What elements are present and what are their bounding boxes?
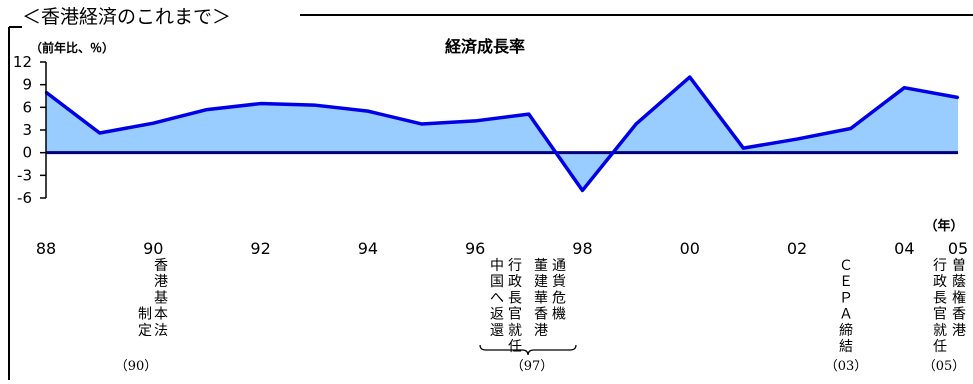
event-text: 蔭 [952, 274, 966, 290]
event-text: 定 [138, 323, 152, 339]
y-tick-label: 12 [13, 53, 32, 71]
event-text: Ｅ [839, 274, 853, 290]
event-text: 建 [534, 274, 548, 290]
event-annotations: 香港基本法制定（90）通貨危機董建華香港行政長官就任中国へ返還（97）ＣＥＰＡ締… [115, 258, 966, 374]
event-text: 法 [154, 323, 168, 339]
data-point-1997 [527, 112, 531, 116]
y-axis-unit-label: （前年比、％） [30, 40, 114, 55]
x-tick-label: 98 [572, 239, 592, 258]
event-text: 通 [552, 258, 566, 274]
event-text: 機 [552, 307, 566, 323]
x-tick-label: 92 [250, 239, 270, 258]
event-text: 危 [552, 290, 566, 306]
event-brace [479, 344, 577, 356]
data-point-2004 [903, 86, 906, 89]
event-text: 官 [508, 307, 522, 323]
event-text: 港 [534, 323, 548, 339]
y-tick-label: 6 [22, 98, 32, 116]
event-text: 行 [933, 258, 947, 274]
event-year-label: （90） [115, 359, 158, 374]
event-text: へ [490, 290, 504, 306]
event-text: 結 [839, 339, 853, 355]
data-point-2005 [956, 96, 960, 99]
data-point-2003 [849, 127, 852, 130]
event-text: 香 [952, 307, 966, 323]
event-text: 華 [534, 290, 548, 306]
event-text: 董 [534, 258, 548, 274]
data-point-1991 [205, 108, 209, 111]
event-text: 官 [933, 307, 947, 323]
event-text: 国 [490, 274, 504, 290]
event-text: 中 [490, 258, 504, 274]
event-text: 長 [508, 290, 522, 306]
event-text: 還 [490, 323, 504, 339]
event-text: 制 [138, 307, 152, 323]
data-point-1995 [420, 122, 423, 126]
x-axis-unit-label: （年） [924, 218, 963, 234]
event-year-label: （05） [923, 359, 966, 374]
y-tick-label: -6 [17, 189, 32, 207]
event-text: 締 [839, 322, 853, 339]
data-point-1996 [473, 119, 477, 123]
y-tick-label: 3 [22, 121, 32, 139]
event-text: Ｃ [839, 258, 853, 274]
x-tick-label: 90 [143, 239, 163, 258]
data-point-1989 [98, 131, 101, 135]
event-text: 基 [154, 289, 168, 306]
x-tick-label: 94 [358, 239, 378, 258]
event-text: Ａ [839, 307, 853, 323]
event-text: 行 [508, 258, 522, 274]
section-title: ＜香港経済のこれまで＞ [22, 6, 231, 28]
x-tick-label: 04 [894, 239, 914, 258]
event-text: 貨 [552, 273, 566, 290]
event-text: 任 [508, 339, 522, 355]
event-text: 政 [933, 274, 947, 290]
data-point-1990 [152, 122, 155, 125]
data-point-1994 [366, 109, 370, 113]
y-tick-label: -3 [17, 166, 32, 184]
data-point-1993 [313, 103, 316, 107]
event-text: 就 [508, 323, 522, 339]
data-point-1999 [634, 122, 638, 126]
event-text: 曽 [952, 258, 966, 274]
x-tick-label: 00 [680, 239, 700, 258]
event-text: 就 [933, 323, 947, 339]
data-point-2001 [742, 146, 745, 150]
event-text: 港 [952, 323, 966, 339]
data-point-2000 [688, 75, 691, 79]
event-text: 権 [952, 289, 966, 306]
event-text: 香 [154, 258, 168, 274]
event-text: 任 [933, 339, 947, 355]
event-text: 返 [490, 307, 504, 323]
data-point-1998 [581, 189, 584, 192]
y-tick-label: 9 [22, 76, 32, 94]
event-text: 長 [933, 290, 947, 306]
event-text: 港 [154, 274, 168, 290]
event-text: 本 [154, 307, 168, 323]
event-text: 香 [534, 307, 548, 323]
x-tick-label: 96 [465, 239, 485, 258]
event-text: 政 [508, 274, 522, 290]
x-tick-label: 02 [787, 239, 807, 258]
x-tick-label: 88 [36, 239, 56, 258]
growth-series-line [44, 75, 959, 193]
x-tick-label: 05 [948, 239, 968, 258]
chart-title: 経済成長率 [445, 37, 525, 56]
data-point-2002 [795, 137, 799, 141]
event-year-label: （97） [511, 359, 554, 374]
data-point-1992 [259, 102, 262, 105]
y-tick-label: 0 [22, 144, 32, 162]
event-text: Ｐ [839, 290, 853, 306]
event-year-label: （03） [825, 359, 868, 374]
